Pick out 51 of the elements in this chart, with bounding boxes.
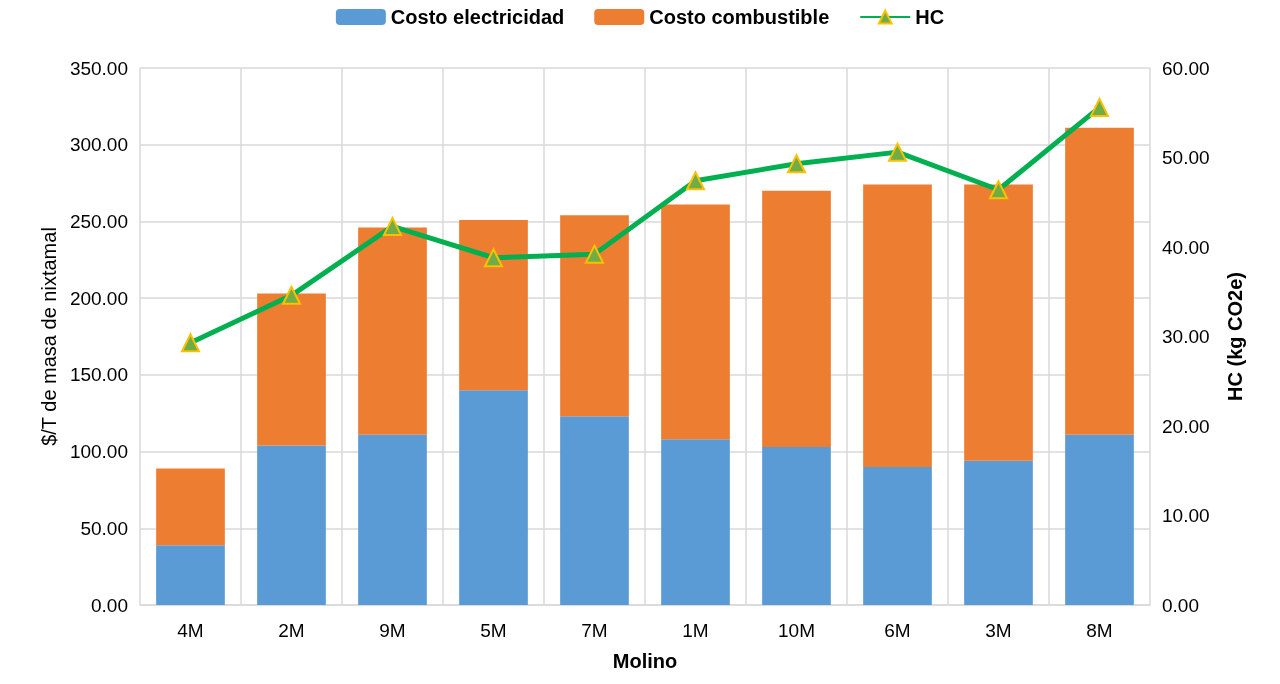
bar bbox=[1065, 127, 1134, 435]
x-tick-label: 7M bbox=[581, 620, 608, 641]
y-tick-label: 300.00 bbox=[69, 134, 128, 156]
bar bbox=[257, 445, 326, 605]
x-tick-label: 9M bbox=[379, 620, 406, 641]
y2-tick-label: 40.00 bbox=[1162, 236, 1210, 258]
legend-label: Costo combustible bbox=[649, 6, 830, 28]
bar bbox=[661, 204, 730, 440]
bar bbox=[762, 446, 831, 605]
bar bbox=[863, 184, 932, 467]
bar bbox=[459, 390, 528, 605]
legend-label: HC bbox=[915, 6, 945, 28]
y2-tick-label: 30.00 bbox=[1162, 326, 1210, 347]
bar bbox=[863, 466, 932, 605]
bar bbox=[257, 293, 326, 446]
x-axis-title: Molino bbox=[612, 650, 678, 672]
y2-tick-label: 50.00 bbox=[1162, 147, 1210, 168]
y-axis-title: $/T de masa de nixtamal bbox=[37, 227, 60, 446]
legend-label: Costo electricidad bbox=[390, 6, 565, 28]
y2-tick-label: 10.00 bbox=[1162, 505, 1210, 526]
y-tick-label: 200.00 bbox=[69, 287, 128, 309]
bar bbox=[358, 227, 427, 435]
y-tick-label: 350.00 bbox=[69, 57, 128, 79]
x-tick-label: 10M bbox=[778, 620, 815, 641]
bar bbox=[560, 416, 629, 605]
bar bbox=[964, 184, 1033, 461]
x-tick-label: 6M bbox=[884, 620, 911, 641]
x-tick-label: 3M bbox=[985, 620, 1012, 641]
y-tick-label: 50.00 bbox=[80, 517, 128, 539]
x-tick-label: 1M bbox=[682, 620, 709, 641]
x-tick-label: 5M bbox=[480, 620, 507, 641]
bar bbox=[459, 219, 528, 391]
bar bbox=[156, 468, 225, 546]
bar bbox=[1065, 434, 1134, 605]
x-tick-label: 2M bbox=[278, 620, 305, 641]
bar bbox=[156, 545, 225, 605]
bar bbox=[964, 460, 1033, 605]
y-tick-label: 150.00 bbox=[69, 364, 128, 386]
bar bbox=[560, 215, 629, 417]
y-tick-label: 100.00 bbox=[69, 441, 128, 463]
y2-tick-label: 60.00 bbox=[1162, 57, 1210, 79]
y2-axis-title: HC (kg CO2e) bbox=[1224, 272, 1246, 401]
y-tick-label: 0.00 bbox=[91, 594, 128, 616]
x-tick-label: 4M bbox=[177, 620, 204, 641]
y-tick-label: 250.00 bbox=[69, 210, 128, 232]
y2-tick-label: 0.00 bbox=[1162, 594, 1199, 616]
x-tick-label: 8M bbox=[1086, 620, 1113, 641]
bar bbox=[661, 439, 730, 605]
y2-tick-label: 20.00 bbox=[1162, 415, 1210, 437]
bar bbox=[762, 190, 831, 447]
bar bbox=[358, 434, 427, 605]
